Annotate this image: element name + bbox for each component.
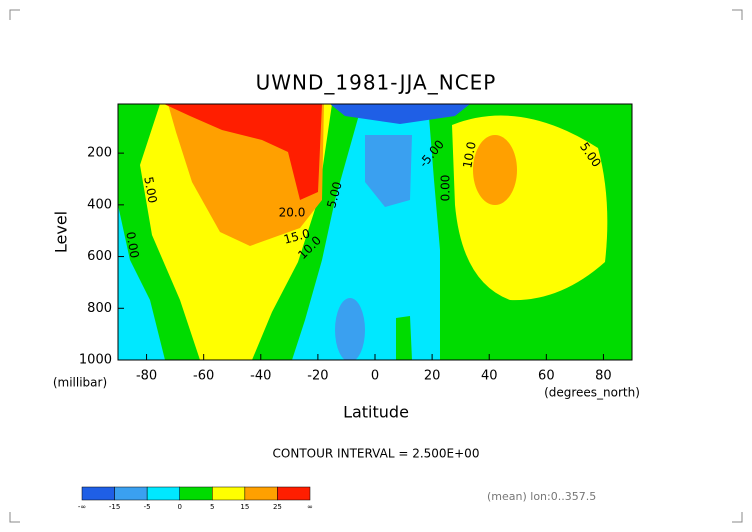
corner-marks: [9, 9, 743, 523]
x-tick-label: 60: [538, 369, 555, 384]
contour-fill: [330, 104, 470, 124]
colorbar-label: -∞: [78, 503, 86, 511]
x-tick-label: 0: [371, 369, 379, 384]
contour-fill: [396, 316, 412, 360]
contour-label: 15.0: [282, 226, 311, 246]
contour-fill: [473, 135, 517, 205]
y-tick-label: 800: [87, 301, 112, 316]
x-tick-label: 40: [481, 369, 498, 384]
colorbar-label: 5: [210, 503, 214, 511]
chart-title: UWND_1981-JJA_NCEP: [256, 71, 497, 95]
x-tick-label: 20: [424, 369, 441, 384]
x-axis-label: Latitude: [343, 403, 409, 422]
colorbar-box: [146, 486, 180, 501]
contour-label: 5.00: [324, 180, 344, 209]
colorbar-label: 15: [240, 503, 249, 511]
colorbar-box: [212, 486, 246, 501]
contour-interval: CONTOUR INTERVAL = 2.500E+00: [273, 447, 480, 461]
y-axis-unit: (millibar): [53, 376, 107, 390]
contour-fill: [164, 104, 322, 200]
colorbar-box: [81, 486, 115, 501]
colorbar-label: 25: [273, 503, 282, 511]
x-tick-label: -40: [250, 369, 271, 384]
contour-label: 10.0: [460, 141, 478, 170]
x-tick-label: -80: [136, 369, 157, 384]
colorbar-label: -5: [144, 503, 151, 511]
contour-label: 5.00: [141, 176, 159, 205]
x-axis-unit: (degrees_north): [544, 386, 640, 400]
contour-label: 20.0: [279, 206, 306, 220]
colorbar-box: [114, 486, 148, 501]
contour-fill: [365, 135, 412, 207]
colorbar-label: ∞: [307, 503, 313, 511]
colorbar-label: -15: [109, 503, 120, 511]
x-tick-label: 80: [595, 369, 612, 384]
colorbar-label: 0: [177, 503, 181, 511]
x-tick-label: -20: [307, 369, 328, 384]
contour-fill: [335, 298, 365, 360]
footnote: (mean) lon:0..357.5: [487, 490, 596, 503]
colorbar-box: [179, 486, 213, 501]
y-tick-label: 400: [87, 197, 112, 212]
y-axis-label: Level: [52, 211, 71, 253]
contour-label: 0.00: [439, 175, 453, 202]
x-tick-label: -60: [193, 369, 214, 384]
y-tick-label: 600: [87, 249, 112, 264]
contour-field: [118, 104, 632, 360]
contour-label: 0.00: [123, 231, 141, 260]
colorbar-box: [277, 486, 311, 501]
y-tick-label: 1000: [79, 353, 112, 368]
y-tick-label: 200: [87, 146, 112, 161]
colorbar-box: [244, 486, 278, 501]
